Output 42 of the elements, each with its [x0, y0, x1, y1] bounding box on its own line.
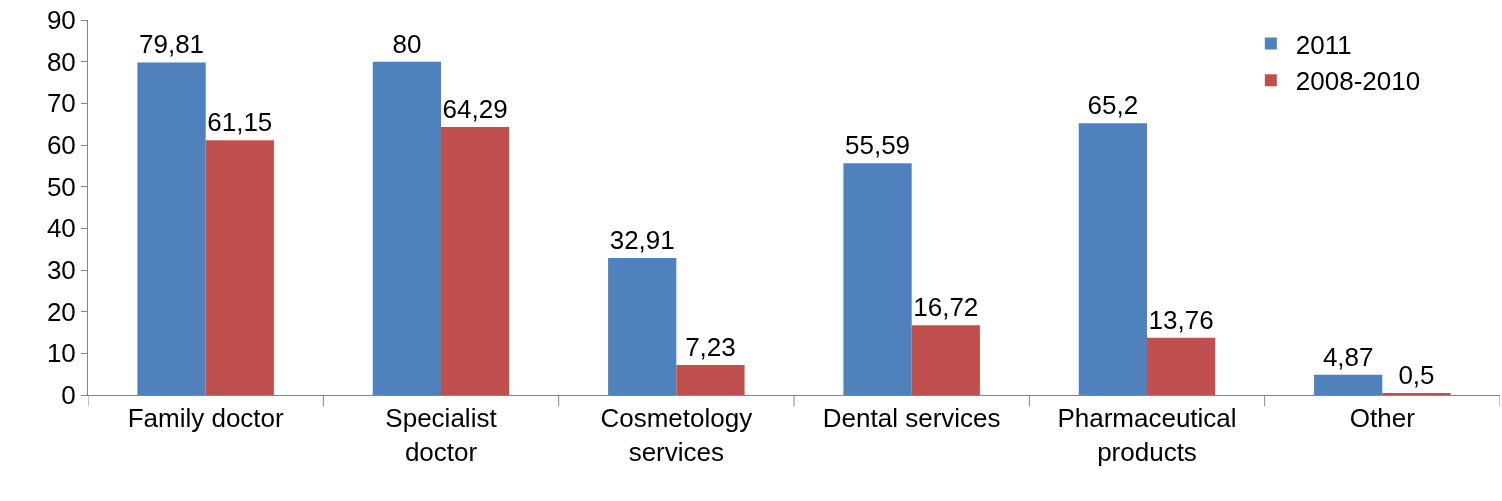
data-label: 4,87	[1322, 341, 1374, 372]
bar	[372, 61, 441, 395]
data-label: 0,5	[1398, 359, 1435, 390]
y-tick-label: 40	[46, 213, 76, 244]
data-label: 64,29	[442, 94, 508, 125]
bar	[205, 140, 274, 395]
bar	[676, 364, 745, 395]
legend-label: 2011	[1295, 29, 1352, 60]
bar	[137, 62, 206, 395]
bar	[1382, 392, 1451, 395]
legend-label: 2008-2010	[1295, 66, 1421, 97]
bar	[441, 127, 510, 395]
y-tick-label: 0	[61, 380, 76, 411]
bar	[1314, 374, 1383, 395]
y-tick-label: 70	[46, 88, 76, 119]
y-tick-label: 20	[46, 296, 76, 327]
bar	[1078, 123, 1147, 395]
data-label: 55,59	[845, 130, 911, 161]
y-tick-label: 60	[46, 130, 76, 161]
data-label: 13,76	[1148, 304, 1214, 335]
data-label: 7,23	[685, 331, 736, 362]
bar	[911, 325, 980, 395]
x-tick-label: Pharmaceutical products	[1057, 403, 1237, 467]
y-tick-label: 90	[46, 5, 76, 36]
y-tick-label: 80	[46, 46, 76, 77]
data-label: 80	[392, 28, 422, 59]
data-label: 61,15	[207, 107, 273, 138]
x-tick-label: Cosmetology services	[600, 403, 753, 467]
data-label: 32,91	[609, 224, 675, 255]
x-tick-label: Specialist doctor	[385, 403, 498, 467]
y-tick-label: 30	[46, 255, 76, 286]
data-label: 65,2	[1087, 90, 1139, 121]
bar	[608, 257, 677, 395]
bar	[1147, 337, 1216, 395]
y-tick-label: 10	[46, 338, 76, 369]
x-tick-label: Other	[1349, 403, 1416, 434]
y-tick-label: 50	[46, 171, 76, 202]
x-tick-label: Dental services	[822, 403, 1001, 434]
bar	[843, 163, 912, 395]
data-label: 79,81	[139, 29, 205, 60]
x-tick-label: Family doctor	[127, 403, 285, 434]
data-label: 16,72	[913, 292, 979, 323]
